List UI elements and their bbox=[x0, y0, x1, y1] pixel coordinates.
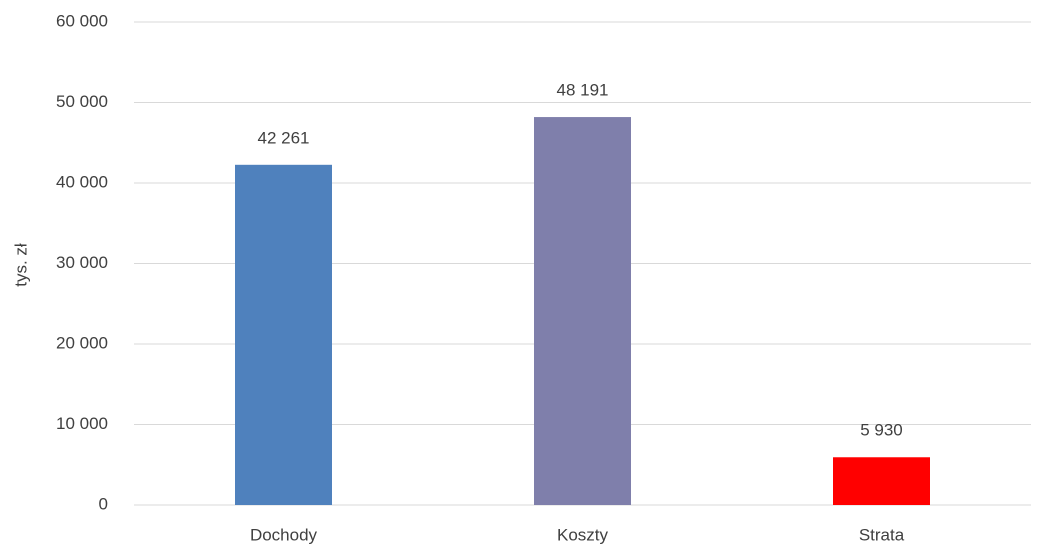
y-tick-label: 20 000 bbox=[56, 333, 108, 352]
value-label: 42 261 bbox=[258, 128, 310, 147]
x-tick-label: Dochody bbox=[250, 525, 318, 544]
y-tick-label: 30 000 bbox=[56, 253, 108, 272]
x-tick-label: Strata bbox=[859, 525, 905, 544]
y-tick-label: 40 000 bbox=[56, 172, 108, 191]
value-label: 48 191 bbox=[557, 81, 609, 100]
value-label: 5 930 bbox=[860, 421, 903, 440]
x-tick-label: Koszty bbox=[557, 525, 609, 544]
y-axis-label: tys. zł bbox=[11, 243, 30, 287]
y-tick-label: 50 000 bbox=[56, 92, 108, 111]
y-tick-label: 10 000 bbox=[56, 414, 108, 433]
bar bbox=[235, 164, 332, 505]
bar bbox=[833, 457, 930, 505]
y-tick-label: 60 000 bbox=[56, 11, 108, 30]
bar bbox=[534, 117, 631, 506]
y-tick-label: 0 bbox=[99, 494, 108, 513]
